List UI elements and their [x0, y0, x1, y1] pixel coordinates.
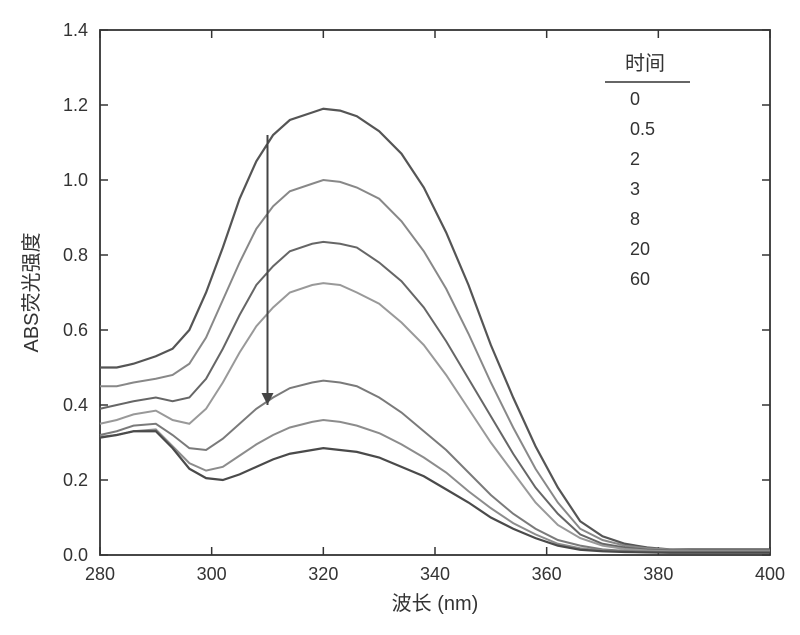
x-axis-label: 波长 (nm)	[392, 592, 479, 615]
legend-item: 8	[630, 209, 640, 229]
x-tick-label: 380	[643, 564, 673, 584]
legend-item: 60	[630, 269, 650, 289]
legend-item: 20	[630, 239, 650, 259]
legend-item: 3	[630, 179, 640, 199]
x-tick-label: 340	[420, 564, 450, 584]
legend-item: 2	[630, 149, 640, 169]
x-tick-label: 360	[532, 564, 562, 584]
x-tick-label: 400	[755, 564, 785, 584]
legend-title: 时间	[625, 52, 665, 75]
y-tick-label: 0.2	[63, 470, 88, 490]
chart-container: 2803003203403603804000.00.20.40.60.81.01…	[0, 0, 800, 635]
line-chart: 2803003203403603804000.00.20.40.60.81.01…	[0, 0, 800, 635]
x-tick-label: 300	[197, 564, 227, 584]
y-axis-label: ABS荧光强度	[20, 232, 43, 352]
y-tick-label: 0.8	[63, 245, 88, 265]
y-tick-label: 0.0	[63, 545, 88, 565]
legend-item: 0	[630, 89, 640, 109]
y-tick-label: 0.4	[63, 395, 88, 415]
legend-item: 0.5	[630, 119, 655, 139]
x-tick-label: 320	[308, 564, 338, 584]
y-tick-label: 1.4	[63, 20, 88, 40]
x-tick-label: 280	[85, 564, 115, 584]
y-tick-label: 1.2	[63, 95, 88, 115]
y-tick-label: 0.6	[63, 320, 88, 340]
y-tick-label: 1.0	[63, 170, 88, 190]
